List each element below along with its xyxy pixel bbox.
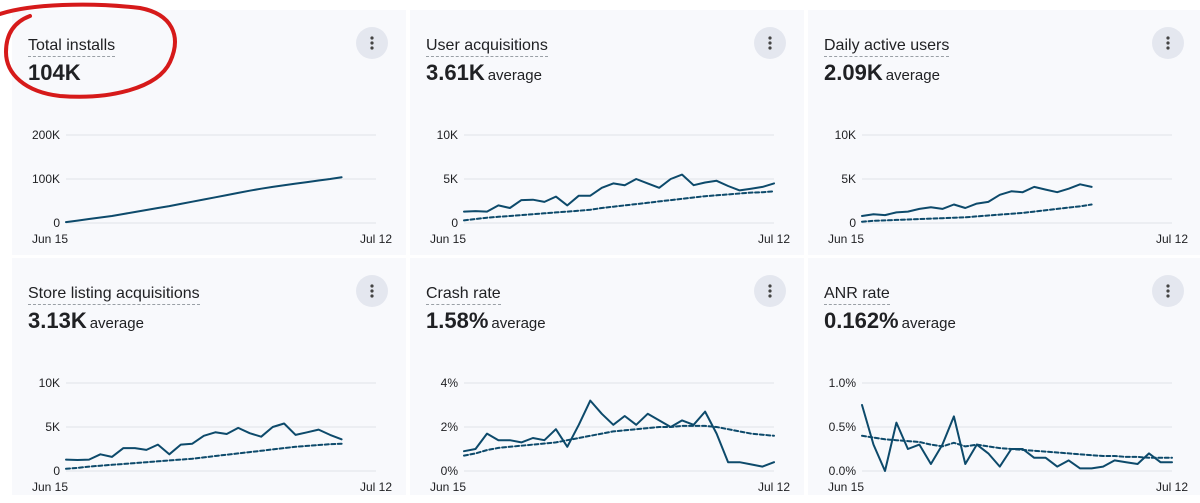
data-line (65, 422, 343, 461)
more-options-button[interactable] (754, 27, 786, 59)
y-tick-label: 1.0% (829, 376, 857, 390)
y-tick-label: 5K (443, 172, 458, 186)
card-title[interactable]: Store listing acquisitions (28, 284, 200, 305)
more-options-button[interactable] (754, 275, 786, 307)
more-vert-icon (768, 36, 772, 50)
metric-suffix: average (885, 67, 940, 84)
x-tick-label: Jul 12 (758, 232, 790, 246)
data-line (463, 173, 775, 213)
card-anr-rate[interactable]: ANR rate 0.162% average 1.0% 0.5% 0.0% Jun 1… (808, 258, 1200, 495)
card-value: 2.09K average (824, 60, 940, 86)
metric-value: 3.13K (28, 308, 87, 333)
more-options-button[interactable] (1152, 27, 1184, 59)
x-tick-label: Jul 12 (1156, 480, 1188, 494)
card-title[interactable]: Daily active users (824, 36, 950, 57)
card-title[interactable]: Total installs (28, 36, 116, 57)
more-vert-icon (370, 284, 374, 298)
y-tick-label: 10K (835, 128, 856, 142)
y-tick-label: 0 (53, 464, 60, 478)
x-tick-label: Jun 15 (32, 480, 68, 494)
card-value: 3.61K average (426, 60, 542, 86)
metric-suffix: average (89, 315, 144, 332)
average-line (65, 442, 343, 470)
more-options-button[interactable] (356, 27, 388, 59)
x-tick-label: Jun 15 (828, 232, 864, 246)
y-tick-label: 200K (32, 128, 60, 142)
metric-value: 2.09K (824, 60, 883, 85)
x-tick-label: Jun 15 (32, 232, 68, 246)
more-vert-icon (1166, 284, 1170, 298)
line-chart: 200K 100K 0 Jun 15 Jul 12 (32, 128, 392, 246)
metric-suffix: average (487, 67, 542, 84)
y-tick-label: 0% (441, 464, 459, 478)
average-line (861, 434, 1173, 459)
y-tick-label: 0 (451, 216, 458, 230)
more-options-button[interactable] (1152, 275, 1184, 307)
card-value: 1.58% average (426, 308, 546, 334)
x-tick-label: Jul 12 (360, 480, 392, 494)
metric-value: 0.162% (824, 308, 899, 333)
y-tick-label: 10K (437, 128, 458, 142)
line-chart: 4% 2% 0% Jun 15 Jul 12 (430, 376, 790, 494)
data-line (861, 183, 1093, 217)
data-line (65, 176, 343, 224)
data-line (861, 404, 1173, 472)
y-tick-label: 0 (849, 216, 856, 230)
card-title[interactable]: User acquisitions (426, 36, 548, 57)
data-line (463, 399, 775, 468)
metric-value: 3.61K (426, 60, 485, 85)
card-title[interactable]: ANR rate (824, 284, 890, 305)
y-tick-label: 5K (45, 420, 60, 434)
average-line (861, 203, 1093, 223)
average-line (463, 190, 775, 222)
line-chart: 10K 5K 0 Jun 15 Jul 12 (828, 128, 1188, 246)
y-tick-label: 0.5% (829, 420, 857, 434)
x-tick-label: Jun 15 (430, 232, 466, 246)
card-user-acquisitions[interactable]: User acquisitions 3.61K average 10K 5K 0 Jun… (410, 10, 804, 255)
y-tick-label: 4% (441, 376, 459, 390)
y-tick-label: 0 (53, 216, 60, 230)
card-daily-active-users[interactable]: Daily active users 2.09K average 10K 5K 0 Ju… (808, 10, 1200, 255)
average-line (463, 424, 775, 457)
metric-suffix: average (901, 315, 956, 332)
more-vert-icon (370, 36, 374, 50)
metric-value: 104K (28, 60, 81, 85)
card-total-installs[interactable]: Total installs 104K 200K 100K 0 Jun 15 Jul 1… (12, 10, 406, 255)
x-tick-label: Jul 12 (758, 480, 790, 494)
line-chart: 1.0% 0.5% 0.0% Jun 15 Jul 12 (828, 376, 1188, 494)
card-store-listing-acquisitions[interactable]: Store listing acquisitions 3.13K average … (12, 258, 406, 495)
y-tick-label: 2% (441, 420, 459, 434)
y-tick-label: 10K (39, 376, 60, 390)
card-value: 0.162% average (824, 308, 956, 334)
more-vert-icon (1166, 36, 1170, 50)
card-value: 3.13K average (28, 308, 144, 334)
y-tick-label: 100K (32, 172, 60, 186)
x-tick-label: Jun 15 (828, 480, 864, 494)
x-tick-label: Jul 12 (1156, 232, 1188, 246)
metric-suffix: average (491, 315, 546, 332)
card-crash-rate[interactable]: Crash rate 1.58% average 4% 2% 0% Jun 15 Jul … (410, 258, 804, 495)
x-tick-label: Jul 12 (360, 232, 392, 246)
x-tick-label: Jun 15 (430, 480, 466, 494)
y-tick-label: 0.0% (829, 464, 857, 478)
y-tick-label: 5K (841, 172, 856, 186)
card-value: 104K (28, 60, 84, 86)
line-chart: 10K 5K 0 Jun 15 Jul 12 (430, 128, 790, 246)
metric-value: 1.58% (426, 308, 489, 333)
more-options-button[interactable] (356, 275, 388, 307)
more-vert-icon (768, 284, 772, 298)
line-chart: 10K 5K 0 Jun 15 Jul 12 (32, 376, 392, 494)
card-title[interactable]: Crash rate (426, 284, 501, 305)
